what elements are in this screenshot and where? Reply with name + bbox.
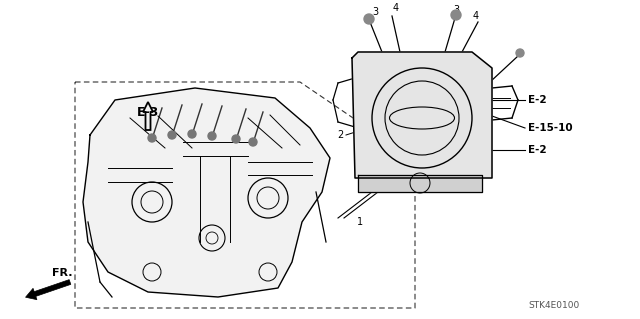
- Polygon shape: [352, 52, 492, 178]
- Circle shape: [249, 138, 257, 146]
- Text: 2: 2: [337, 130, 343, 140]
- Text: E-2: E-2: [528, 95, 547, 105]
- Circle shape: [148, 134, 156, 142]
- FancyArrow shape: [26, 280, 71, 300]
- Text: 3: 3: [372, 7, 378, 17]
- Circle shape: [188, 130, 196, 138]
- Polygon shape: [358, 175, 482, 192]
- Polygon shape: [83, 88, 330, 297]
- Circle shape: [516, 49, 524, 57]
- Text: 3: 3: [453, 5, 459, 15]
- Text: E-2: E-2: [528, 145, 547, 155]
- Text: E-3: E-3: [137, 106, 159, 118]
- Text: 1: 1: [357, 217, 363, 227]
- Text: 4: 4: [393, 3, 399, 13]
- Circle shape: [168, 131, 176, 139]
- Circle shape: [364, 14, 374, 24]
- Text: 4: 4: [473, 11, 479, 21]
- Text: FR.: FR.: [52, 268, 72, 278]
- Text: STK4E0100: STK4E0100: [528, 300, 579, 309]
- Circle shape: [451, 10, 461, 20]
- Text: E-15-10: E-15-10: [528, 123, 573, 133]
- Circle shape: [232, 135, 240, 143]
- Circle shape: [208, 132, 216, 140]
